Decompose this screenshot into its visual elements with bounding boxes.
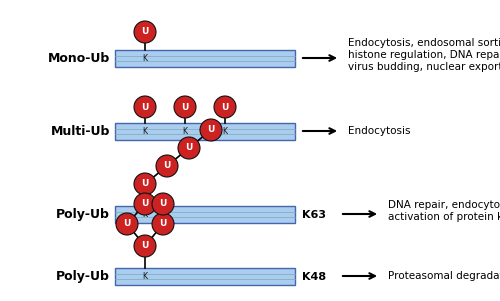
Ellipse shape <box>152 193 174 215</box>
Ellipse shape <box>152 213 174 235</box>
Text: U: U <box>160 200 166 209</box>
Ellipse shape <box>134 96 156 118</box>
Text: U: U <box>142 200 148 209</box>
Text: Poly-Ub: Poly-Ub <box>56 270 110 283</box>
Ellipse shape <box>134 21 156 43</box>
Ellipse shape <box>178 137 200 159</box>
Text: K: K <box>182 127 188 136</box>
Text: U: U <box>142 27 148 36</box>
Text: K: K <box>222 127 228 136</box>
Text: U: U <box>142 179 148 188</box>
Text: K48: K48 <box>302 272 326 281</box>
Text: U: U <box>208 126 214 135</box>
Text: Endocytosis: Endocytosis <box>348 126 410 136</box>
Text: DNA repair, endocytosis,
activation of protein kinases: DNA repair, endocytosis, activation of p… <box>388 200 500 222</box>
Ellipse shape <box>134 193 156 215</box>
Text: U: U <box>142 241 148 250</box>
Ellipse shape <box>174 96 196 118</box>
Text: U: U <box>124 219 130 228</box>
Bar <box>115 268 295 285</box>
Bar <box>115 206 295 223</box>
Ellipse shape <box>156 155 178 177</box>
Ellipse shape <box>214 96 236 118</box>
Ellipse shape <box>116 213 138 235</box>
Bar <box>115 50 295 67</box>
Ellipse shape <box>134 173 156 195</box>
Bar <box>115 123 295 140</box>
Ellipse shape <box>200 119 222 141</box>
Text: U: U <box>160 219 166 228</box>
Text: K: K <box>142 54 148 63</box>
Text: Multi-Ub: Multi-Ub <box>50 125 110 138</box>
Text: Mono-Ub: Mono-Ub <box>48 52 110 65</box>
Text: U: U <box>186 144 192 153</box>
Text: K: K <box>142 210 148 219</box>
Text: U: U <box>182 103 188 111</box>
Text: U: U <box>142 103 148 111</box>
Text: K: K <box>142 272 148 281</box>
Text: K63: K63 <box>302 209 326 219</box>
Text: Poly-Ub: Poly-Ub <box>56 208 110 221</box>
Text: U: U <box>222 103 228 111</box>
Text: K: K <box>142 127 148 136</box>
Text: Proteasomal degradation: Proteasomal degradation <box>388 271 500 281</box>
Text: U: U <box>164 162 170 170</box>
Text: Endocytosis, endosomal sorting,
histone regulation, DNA repair,
virus budding, n: Endocytosis, endosomal sorting, histone … <box>348 39 500 72</box>
Ellipse shape <box>134 235 156 257</box>
